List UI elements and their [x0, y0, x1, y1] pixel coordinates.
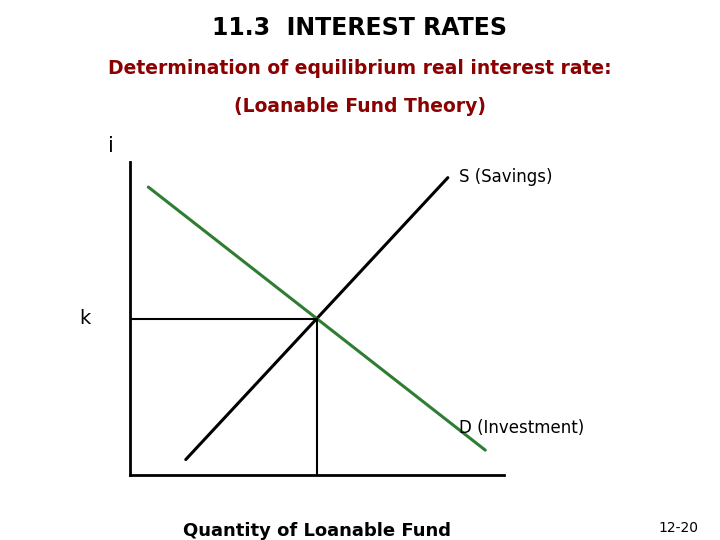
Text: 12-20: 12-20 [658, 521, 698, 535]
Text: Determination of equilibrium real interest rate:: Determination of equilibrium real intere… [108, 59, 612, 78]
Text: (Loanable Fund Theory): (Loanable Fund Theory) [234, 97, 486, 116]
Text: Quantity of Loanable Fund: Quantity of Loanable Fund [183, 522, 451, 540]
Text: k: k [79, 309, 90, 328]
Text: 11.3  INTEREST RATES: 11.3 INTEREST RATES [212, 16, 508, 40]
Text: S (Savings): S (Savings) [459, 168, 552, 186]
Text: i: i [108, 136, 114, 156]
Text: D (Investment): D (Investment) [459, 419, 585, 437]
